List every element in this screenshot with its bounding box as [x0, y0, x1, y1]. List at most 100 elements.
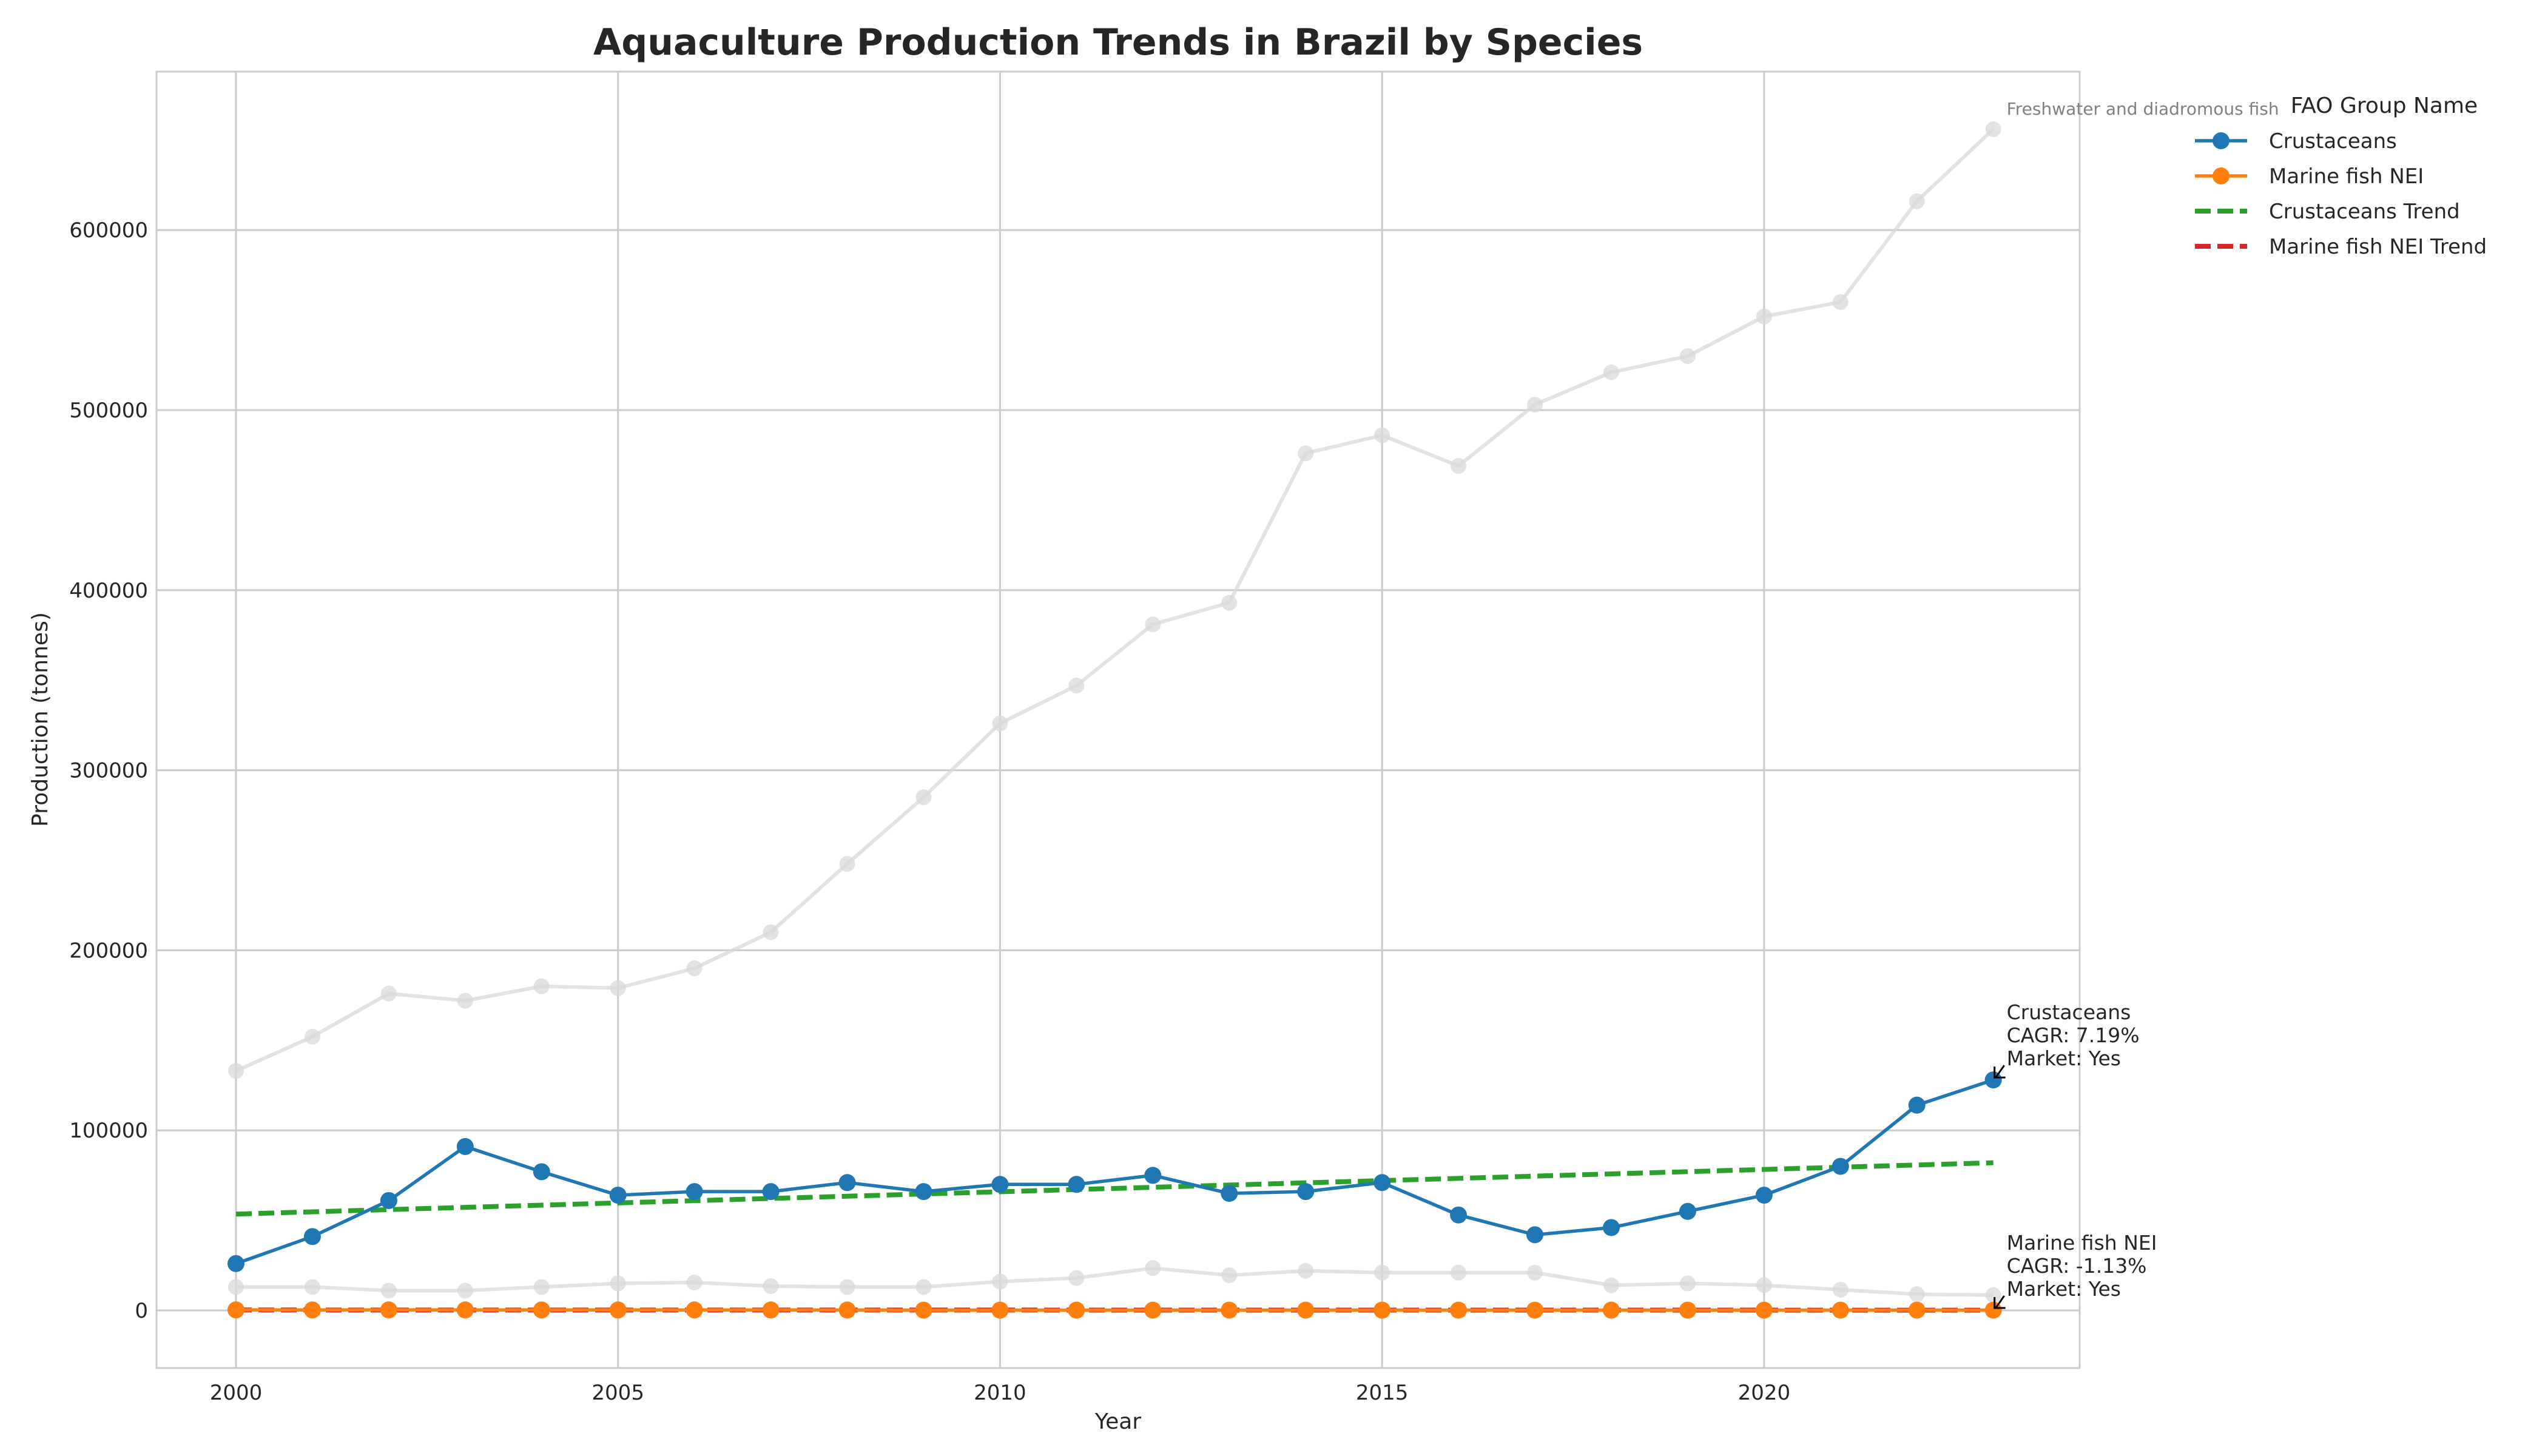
- legend-label: Crustaceans Trend: [2269, 200, 2460, 224]
- y-tick-label: 600000: [69, 218, 148, 243]
- crustaceans-series-point: [1144, 1167, 1162, 1184]
- background-series-point: [915, 1279, 932, 1295]
- background-series-point: [610, 1275, 626, 1292]
- crustaceans-series-point: [1450, 1206, 1468, 1224]
- grid: [157, 72, 2080, 1368]
- background-series-point: [228, 1279, 244, 1295]
- marine-fish-series-point: [1832, 1301, 1849, 1319]
- annotation-arrow: [1995, 1295, 2005, 1309]
- background-series-point: [1298, 1262, 1314, 1279]
- background-series-point: [380, 1282, 397, 1299]
- background-series-point: [1985, 121, 2001, 137]
- legend-label: Marine fish NEI: [2269, 164, 2424, 189]
- background-series-point: [1221, 595, 1238, 611]
- background-series-point: [1603, 1277, 1619, 1293]
- marine-fish-series-point: [991, 1301, 1009, 1319]
- background-series-point: [992, 1273, 1008, 1290]
- annotation-arrowhead: [1994, 1067, 2006, 1079]
- y-tick-label: 300000: [69, 759, 148, 783]
- annotation-text: CAGR: -1.13%: [2007, 1254, 2147, 1278]
- background-series-point: [1068, 678, 1085, 694]
- crustaceans-series-point: [1908, 1096, 1926, 1114]
- plot-frame: [155, 70, 2081, 1369]
- marine-fish-series-point: [1602, 1301, 1620, 1319]
- crustaceans-series-point: [1602, 1219, 1620, 1236]
- crustaceans-series-point: [1297, 1183, 1315, 1201]
- marine-fish-series-point: [1221, 1301, 1238, 1319]
- marine-fish-series-point: [1526, 1301, 1544, 1319]
- y-tick-label: 200000: [69, 939, 148, 963]
- crustaceans-series-point: [380, 1191, 397, 1209]
- crustaceans-series-point: [1679, 1202, 1696, 1220]
- y-tick-label: 0: [135, 1299, 148, 1323]
- legend: FAO Group Name Crustaceans Marine fish NE…: [2195, 93, 2487, 259]
- crustaceans-trend-line: [235, 1160, 1994, 1217]
- background-series-point: [1756, 308, 1772, 325]
- background-series-point: [1527, 397, 1543, 413]
- marine-fish-series-point: [915, 1301, 932, 1319]
- series-label: Freshwater and diadromous fish: [2007, 99, 2279, 119]
- background-series-point: [1756, 1277, 1772, 1293]
- crustaceans-series-point: [1373, 1174, 1391, 1191]
- x-tick-label: 2005: [592, 1381, 644, 1405]
- background-series-point: [1068, 1270, 1085, 1286]
- annotation-text: Market: Yes: [2007, 1046, 2121, 1070]
- y-tick-label: 400000: [69, 579, 148, 603]
- crustaceans-series-point: [227, 1255, 244, 1272]
- x-tick-label: 2020: [1738, 1381, 1791, 1405]
- crustaceans-series-point: [533, 1163, 550, 1181]
- legend-entries: Crustaceans Marine fish NEI Crustaceans Tr…: [2195, 129, 2487, 259]
- background-series-point: [763, 924, 779, 940]
- legend-swatch-marker: [2213, 167, 2230, 184]
- annotation-text: CAGR: 7.19%: [2007, 1023, 2140, 1047]
- main-series: [227, 1071, 2002, 1319]
- background-series-point: [1451, 458, 1467, 474]
- x-tick-label: 2010: [974, 1381, 1026, 1405]
- background-series-point: [228, 1063, 244, 1079]
- marine-fish-series-point: [762, 1301, 780, 1319]
- background-series-point: [1527, 1264, 1543, 1281]
- crustaceans-series-point: [303, 1228, 321, 1245]
- background-series-point: [610, 980, 626, 996]
- background-series-point: [686, 1275, 703, 1291]
- marine-fish-series-point: [1908, 1301, 1926, 1319]
- annotation-text: Crustaceans: [2007, 1000, 2131, 1024]
- legend-label: Marine fish NEI Trend: [2269, 235, 2487, 259]
- background-series-point: [457, 993, 473, 1009]
- crustaceans-series-point: [609, 1187, 627, 1204]
- marine-fish-series-point: [686, 1301, 703, 1319]
- x-tick-label: 2015: [1356, 1381, 1409, 1405]
- annotation-text: Marine fish NEI: [2007, 1231, 2157, 1255]
- background-series-point: [1909, 193, 1925, 209]
- crustaceans-series-point: [456, 1138, 474, 1155]
- background-series-point: [304, 1028, 320, 1045]
- background-series-point: [686, 960, 703, 977]
- background-series-point: [992, 715, 1008, 732]
- background-series-line: [235, 127, 1995, 1073]
- crustaceans-series-point: [686, 1183, 703, 1201]
- marine-fish-series-point: [609, 1301, 627, 1319]
- marine-fish-series-point: [1679, 1301, 1696, 1319]
- crustaceans-series-point: [915, 1183, 932, 1201]
- background-series-point: [1298, 445, 1314, 462]
- marine-fish-series-point: [1755, 1301, 1773, 1319]
- y-axis-label: Production (tonnes): [28, 612, 53, 827]
- chart-title: Aquaculture Production Trends in Brazil …: [593, 21, 1643, 64]
- background-series-point: [1145, 616, 1161, 633]
- background-series-point: [1679, 1275, 1696, 1292]
- y-tick-labels: 0 100000 200000 300000 400000 500000 600000: [69, 218, 148, 1323]
- crustaceans-series-point: [991, 1176, 1009, 1193]
- marine-fish-series-point: [380, 1301, 397, 1319]
- background-series-point: [533, 978, 550, 994]
- crustaceans-series-point: [762, 1183, 780, 1201]
- marine-fish-series-point: [456, 1301, 474, 1319]
- background-series-point: [380, 985, 397, 1002]
- y-tick-label: 100000: [69, 1119, 148, 1143]
- marine-fish-series-point: [227, 1301, 244, 1319]
- legend-title: FAO Group Name: [2291, 93, 2478, 118]
- marine-fish-series-point: [1373, 1301, 1391, 1319]
- x-tick-labels: 2000 2005 2010 2015 2020: [210, 1381, 1790, 1405]
- background-series-point: [304, 1279, 320, 1295]
- crustaceans-series-point: [1526, 1226, 1544, 1244]
